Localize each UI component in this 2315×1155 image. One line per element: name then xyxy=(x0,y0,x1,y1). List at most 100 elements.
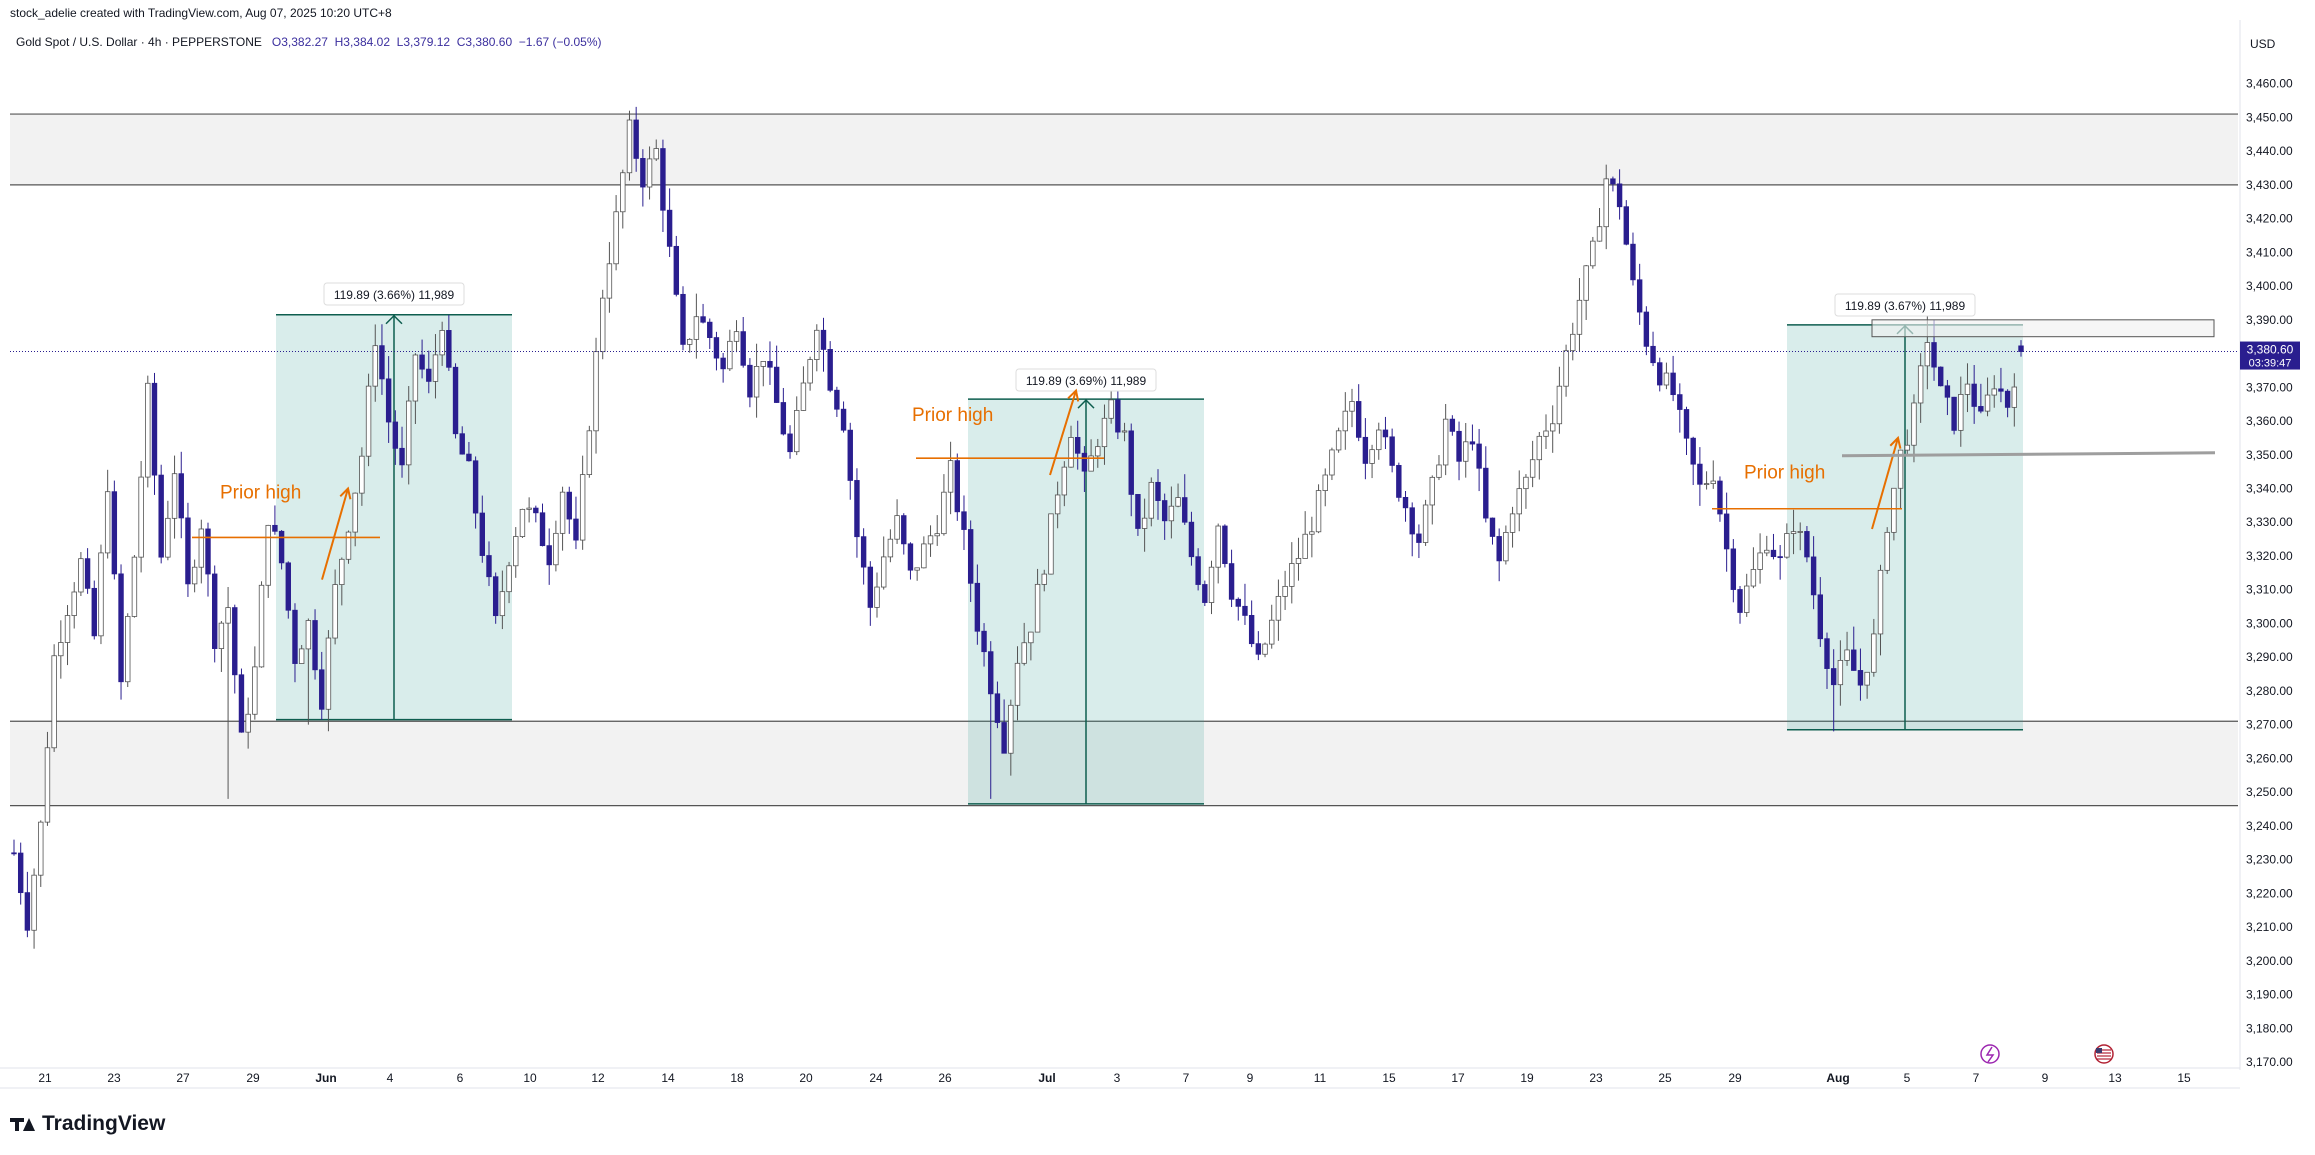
candle-body xyxy=(1001,722,1007,754)
candle-body xyxy=(1483,467,1489,519)
candle-body xyxy=(1810,556,1817,596)
price-tick-label: 3,210.00 xyxy=(2246,920,2293,934)
candle-body xyxy=(1616,183,1623,208)
candle-body xyxy=(854,480,860,538)
time-tick-label: 19 xyxy=(1520,1071,1534,1085)
candle xyxy=(1958,376,1964,447)
candle-body xyxy=(339,558,345,585)
candle xyxy=(1797,522,1803,551)
candle-body xyxy=(419,354,425,370)
candle xyxy=(1723,492,1730,572)
candle xyxy=(1322,468,1328,507)
candle-body xyxy=(446,330,452,368)
candle xyxy=(947,441,954,515)
lightning-icon-circle xyxy=(1980,1044,2000,1064)
candle-body xyxy=(941,491,947,535)
candle xyxy=(1014,646,1021,721)
candle-body xyxy=(593,351,599,432)
candle-body xyxy=(686,338,693,345)
tradingview-logo[interactable]: TradingView xyxy=(10,1112,165,1136)
candle-body xyxy=(1824,638,1830,669)
candle-body xyxy=(1964,383,1971,395)
time-tick-label: 20 xyxy=(799,1071,813,1085)
measures-layer xyxy=(276,314,2023,805)
candle-body xyxy=(211,573,218,649)
candle-body xyxy=(185,517,191,585)
candle-body xyxy=(974,582,981,632)
breakout-arrow-head xyxy=(1889,435,1902,449)
candle xyxy=(1369,444,1375,479)
candle-body xyxy=(325,637,332,710)
candle-body xyxy=(827,349,833,391)
candle xyxy=(760,361,766,387)
candle xyxy=(1442,404,1449,476)
candle xyxy=(834,386,840,417)
high-value: H3,384.02 xyxy=(334,35,390,49)
candle xyxy=(165,500,171,561)
candle-body xyxy=(1115,399,1121,433)
candle-body xyxy=(1014,662,1021,706)
candle xyxy=(84,548,91,594)
candle xyxy=(1550,405,1556,453)
candle xyxy=(205,522,211,597)
candle-body xyxy=(954,460,960,513)
candle-body xyxy=(1202,584,1208,603)
candle xyxy=(1436,455,1442,481)
lightning-icon[interactable] xyxy=(1980,1044,2000,1064)
candle xyxy=(1844,631,1850,666)
measure-box xyxy=(276,314,512,721)
candle xyxy=(513,527,519,578)
candle-body xyxy=(1222,525,1228,565)
candle xyxy=(553,520,559,572)
candle-body xyxy=(472,460,479,514)
candle-body xyxy=(1061,466,1068,496)
candle xyxy=(1777,545,1783,580)
candle xyxy=(954,453,960,521)
candle-body xyxy=(1717,480,1723,515)
measure-label: 119.89 (3.66%) 11,989 xyxy=(323,282,465,306)
measure-arrow-head xyxy=(1077,399,1095,409)
measure-label-bg xyxy=(1834,293,1976,317)
candle-body xyxy=(131,556,138,617)
candle-body xyxy=(298,648,305,664)
candle-body xyxy=(526,507,532,510)
candle xyxy=(693,293,700,359)
candle xyxy=(526,497,532,523)
candle-body xyxy=(151,382,158,476)
candle xyxy=(359,447,365,506)
candle-body xyxy=(111,491,118,575)
time-tick-label: 13 xyxy=(2108,1071,2122,1085)
symbol-title[interactable]: Gold Spot / U.S. Dollar · 4h · PEPPERSTO… xyxy=(16,35,262,49)
candle-body xyxy=(1255,643,1262,655)
close-value: C3,380.60 xyxy=(456,35,513,49)
candle xyxy=(439,321,445,366)
candle-body xyxy=(265,524,271,586)
candle-body xyxy=(1442,418,1449,466)
candle xyxy=(492,572,499,624)
candle xyxy=(98,544,104,645)
candle-body xyxy=(1476,443,1482,469)
candle xyxy=(606,242,613,313)
candle-body xyxy=(981,630,987,653)
candle xyxy=(479,495,485,563)
candle xyxy=(1523,474,1529,509)
candle-body xyxy=(312,620,318,671)
candle-body xyxy=(178,473,184,519)
candle-body xyxy=(1135,494,1141,529)
candle-body xyxy=(1329,449,1335,476)
candle-body xyxy=(1931,342,1937,368)
candle-body xyxy=(1924,342,1931,367)
candle-body xyxy=(753,366,760,398)
candle xyxy=(780,387,787,436)
candle xyxy=(1349,388,1355,428)
candle-body xyxy=(700,316,706,323)
us-flag-icon[interactable] xyxy=(2094,1044,2114,1064)
candle xyxy=(1596,208,1603,242)
candle-body xyxy=(927,535,934,545)
price-tick-label: 3,370.00 xyxy=(2246,380,2293,394)
candle-body xyxy=(573,518,579,541)
candle xyxy=(1034,568,1041,633)
candle-body xyxy=(961,511,967,530)
candle xyxy=(633,106,639,172)
